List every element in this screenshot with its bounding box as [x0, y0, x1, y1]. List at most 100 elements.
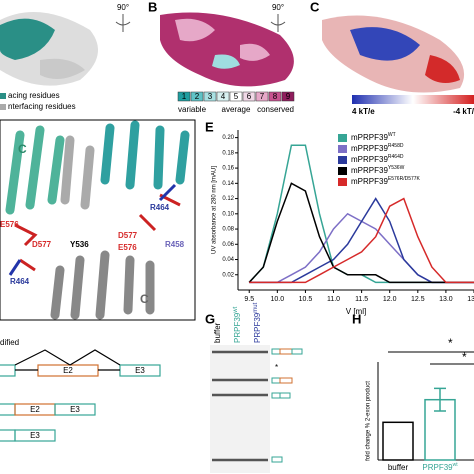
helix [5, 125, 65, 215]
series-line [249, 212, 474, 284]
panel-label: C [310, 0, 320, 14]
gel [210, 345, 270, 473]
y-tick-label: 0.20 [222, 135, 234, 141]
scale-cell [229, 91, 243, 102]
category-sup: wt [453, 462, 459, 468]
panel-g: G * [205, 311, 303, 473]
surface [40, 58, 85, 79]
y-tick-label: 0.08 [222, 227, 234, 233]
exon-label: E2 [63, 366, 73, 375]
rotation-label: 90° [117, 3, 129, 12]
panel-label: B [148, 0, 157, 14]
panel-b: B 90° [148, 0, 294, 87]
x-tick-label: PRPF39wt [422, 462, 458, 472]
lane-label: PRPF39mut [253, 302, 263, 343]
scale-number: 4 [221, 92, 226, 101]
exon [0, 403, 16, 416]
scale-cell [203, 91, 217, 102]
legend-name: mPRPF39 [351, 144, 388, 153]
gel-band [212, 350, 268, 462]
exon [0, 364, 16, 377]
rotation-icon [270, 14, 286, 32]
potential-scale [352, 95, 474, 104]
panel-a: acing residues nterfacing residues 90° [0, 3, 131, 111]
scale-number: 3 [208, 92, 213, 101]
legend-text: mPRPF39R458D [351, 143, 404, 153]
scale-text: average [222, 105, 251, 114]
exon-label: E3 [30, 431, 40, 440]
y-tick-label: 0.06 [222, 242, 234, 248]
sidechain [8, 183, 177, 276]
scale-number: 9 [286, 92, 291, 101]
x-tick-label: buffer [388, 463, 409, 472]
legend-swatch [0, 104, 6, 110]
y-tick-label: 0.10 [222, 211, 234, 217]
legend-sup: Y536W [388, 165, 405, 171]
exon [291, 348, 303, 355]
y-tick-label: 0.02 [222, 272, 234, 278]
scale-cell [190, 91, 204, 102]
y-tick-label: 0.14 [222, 181, 234, 187]
x-tick-label: 13.0 [439, 296, 453, 303]
y-tick-label: 0.12 [222, 196, 234, 202]
legend-text: nterfacing residues [8, 102, 76, 111]
error-bar [434, 387, 446, 412]
y-tick-label: 0.16 [222, 166, 234, 172]
series-line [249, 197, 474, 284]
surface-patch [212, 54, 240, 69]
scale-cell [255, 91, 269, 102]
gel-star: * [275, 363, 278, 372]
y-tick-label: 0.18 [222, 150, 234, 156]
exon [0, 429, 16, 442]
panel-d: C R464 E576 D577 Y536 D577 E576 R458 R46… [0, 119, 196, 321]
x-tick-label: 10.5 [299, 296, 313, 303]
lane-name: PRPF39 [233, 312, 242, 343]
significance-star: * [448, 336, 453, 350]
panel-f: dified E2 E3 E2 E3 E3 [0, 338, 161, 442]
surface-patch [350, 27, 420, 61]
legend-sup: R464D [388, 154, 404, 160]
legend-text: mPRPF39Y536W [351, 165, 405, 175]
helix [100, 120, 190, 190]
x-tick-label: 12.5 [411, 296, 425, 303]
x-axis-label: V [ml] [346, 307, 366, 316]
intron [14, 349, 121, 371]
scale-cell [177, 91, 191, 102]
scale-cell [281, 91, 295, 102]
legend-swatch [338, 134, 347, 142]
legend-sup: E576R/D577K [388, 176, 421, 182]
exon [279, 392, 291, 399]
exon [271, 377, 281, 384]
scale-number: 8 [273, 92, 278, 101]
exon [271, 348, 281, 355]
exon [271, 392, 281, 399]
structure-label: R458 [165, 240, 185, 249]
exon [271, 456, 283, 463]
scale-label: 4 kT/e [352, 107, 375, 116]
scale-number: 5 [234, 92, 239, 101]
rotation-label: 90° [272, 3, 284, 12]
structure-label: R464 [150, 203, 170, 212]
x-tick-label: 11.0 [327, 296, 340, 303]
legend-text: mPRPF39WT [351, 132, 396, 142]
surface-patch [175, 18, 270, 61]
bar [382, 421, 414, 461]
scale-cell [242, 91, 256, 102]
helix [50, 250, 155, 320]
scale-label: -4 kT/ [453, 107, 474, 116]
exon-label: E2 [30, 405, 40, 414]
y-tick-label: 0.04 [222, 257, 234, 263]
legend-text: acing residues [8, 91, 60, 100]
scale-cell [216, 91, 230, 102]
legend-text: mPRPF39E576R/D577K [351, 176, 421, 186]
x-tick-label: 10.0 [271, 296, 285, 303]
lane-sup: wt [233, 306, 239, 313]
exon [54, 403, 96, 416]
legend-name: mPRPF39 [351, 166, 388, 175]
structure-label: D577 [32, 240, 52, 249]
scale-text: conserved [257, 105, 294, 114]
surface-patch [0, 18, 55, 61]
legend-swatch [338, 178, 347, 186]
lane-label: PRPF39wt [233, 306, 243, 343]
structure-label: D577 [118, 231, 138, 240]
